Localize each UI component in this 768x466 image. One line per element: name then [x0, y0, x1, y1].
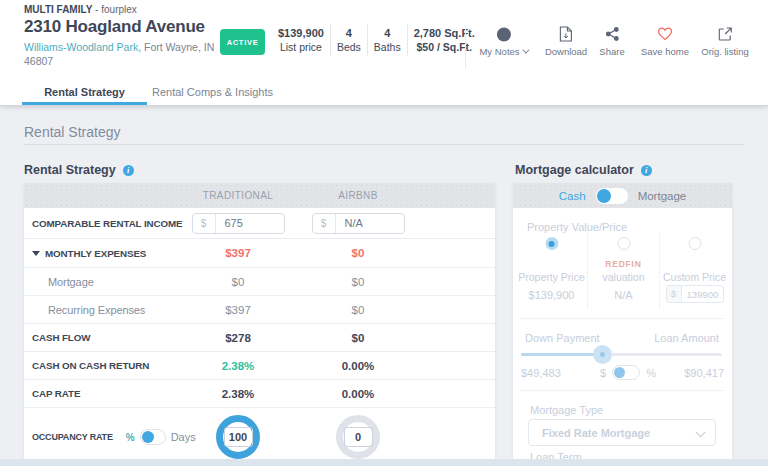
rental-strategy-card: TRADITIONAL AIRBNB COMPARABLE RENTAL INC… — [24, 183, 495, 466]
info-icon[interactable]: i — [123, 165, 134, 176]
my-notes-button[interactable]: My Notes — [479, 26, 528, 57]
slider-fill — [521, 353, 602, 356]
column-airbnb: AIRBNB — [298, 190, 418, 201]
row-recurring-expenses: Recurring Expenses $397 $0 — [24, 295, 495, 323]
chevron-down-icon — [696, 428, 706, 438]
row-occupancy-rate: OCCUPANCY RATE % Days 100 0 — [24, 407, 495, 465]
mortgage-calculator-title: Mortgage calculatori — [515, 163, 652, 177]
radio-property-price[interactable] — [545, 237, 558, 250]
row-cap-rate: CAP RATE 2.38% 0.00% — [24, 379, 495, 407]
active-tab-underline — [22, 102, 147, 105]
airbnb-income-input[interactable]: $N/A — [312, 213, 405, 234]
option-property-price: Property Price $139,900 — [516, 233, 587, 309]
traditional-income-input[interactable]: $675 — [192, 213, 285, 234]
property-type: MULTI FAMILY - fourplex — [24, 4, 224, 15]
save-home-button[interactable]: Save home — [641, 26, 689, 57]
property-address: Williams-Woodland Park, Fort Wayne, IN46… — [24, 40, 224, 68]
option-redfin-valuation: REDFIN valuation N/A — [587, 233, 660, 309]
property-stats: $139,900List price 4Beds 4Baths 2,780 Sq… — [272, 24, 481, 56]
redfin-logo: REDFIN — [588, 259, 659, 269]
heading-divider — [24, 144, 744, 145]
divider — [521, 390, 724, 391]
price-options: Property Price $139,900 REDFIN valuation… — [513, 233, 732, 309]
chevron-down-icon — [523, 47, 530, 54]
stat-beds: 4Beds — [330, 24, 367, 56]
heart-icon — [657, 26, 673, 42]
stat-baths: 4Baths — [367, 24, 407, 56]
slider-handle[interactable] — [593, 345, 612, 364]
row-comparable-rental-income: COMPARABLE RENTAL INCOME $675 $N/A — [24, 208, 495, 238]
mortgage-type-label: Mortgage Type — [530, 404, 603, 416]
down-payment-label: Down Payment — [525, 332, 600, 344]
neighborhood-link[interactable]: Williams-Woodland Park, — [24, 41, 141, 53]
payment-toggle-band: Cash Mortgage — [513, 183, 732, 208]
row-cash-flow: CASH FLOW $278 $0 — [24, 323, 495, 351]
share-icon — [605, 26, 619, 42]
down-payment-slider[interactable] — [521, 353, 722, 356]
tab-bar: Rental Strategy Rental Comps & Insights — [0, 78, 768, 105]
table-header: TRADITIONAL AIRBNB — [24, 183, 495, 208]
divider — [521, 318, 724, 319]
stat-list-price: $139,900List price — [272, 24, 330, 56]
loan-amount-label: Loan Amount — [654, 332, 719, 344]
occupancy-unit-toggle[interactable] — [140, 429, 166, 445]
column-traditional: TRADITIONAL — [178, 190, 298, 201]
property-header: MULTI FAMILY - fourplex 2310 Hoagland Av… — [0, 0, 768, 78]
page-title: 2310 Hoagland Avenue — [24, 17, 224, 37]
traditional-occupancy-dial[interactable]: 100 — [216, 415, 260, 459]
row-mortgage: Mortgage $0 $0 — [24, 267, 495, 295]
row-monthly-expenses[interactable]: MONTHLY EXPENSES $397 $0 — [24, 238, 495, 267]
external-link-icon — [718, 26, 732, 42]
property-value-label: Property Value/Price — [527, 221, 627, 233]
tab-rental-comps[interactable]: Rental Comps & Insights — [155, 78, 270, 105]
option-custom-price: Custom Price $139900 — [660, 233, 729, 309]
download-button[interactable]: Download — [545, 26, 587, 57]
down-payment-value: $49,483 — [521, 367, 561, 379]
info-icon[interactable]: i — [641, 165, 652, 176]
mortgage-type-select[interactable]: Fixed Rate Mortgage — [528, 419, 716, 446]
radio-custom-price[interactable] — [688, 237, 701, 250]
unit-toggle-group: $ % — [600, 365, 656, 380]
notes-circle-icon — [497, 26, 512, 42]
download-file-icon — [559, 26, 573, 42]
toggle-knob — [142, 431, 154, 443]
airbnb-occupancy-dial[interactable]: 0 — [336, 415, 380, 459]
mortgage-calculator-card: Cash Mortgage Property Value/Price Prope… — [513, 183, 732, 466]
cash-mortgage-toggle[interactable] — [595, 187, 629, 205]
toggle-knob — [597, 189, 611, 203]
rental-strategy-title: Rental Strategyi — [24, 163, 134, 177]
share-button[interactable]: Share — [599, 26, 624, 57]
loan-amount-value: $90,417 — [684, 367, 724, 379]
dollar-percent-toggle[interactable] — [612, 365, 640, 380]
custom-price-input[interactable]: $139900 — [666, 285, 724, 303]
status-badge: ACTIVE — [220, 29, 265, 55]
orig-listing-button[interactable]: Orig. listing — [701, 26, 749, 57]
section-heading: Rental Strategy — [24, 124, 121, 140]
header-actions: My Notes Download Share Save home Orig. … — [465, 26, 768, 68]
row-cash-on-cash-return: CASH ON CASH RETURN 2.38% 0.00% — [24, 351, 495, 379]
mortgage-label[interactable]: Mortgage — [638, 190, 687, 202]
bottom-strip — [0, 459, 768, 466]
toggle-knob — [614, 367, 625, 378]
radio-redfin-valuation[interactable] — [617, 237, 630, 250]
tab-rental-strategy[interactable]: Rental Strategy — [22, 78, 147, 105]
cash-label[interactable]: Cash — [559, 190, 586, 202]
caret-down-icon — [32, 251, 40, 256]
